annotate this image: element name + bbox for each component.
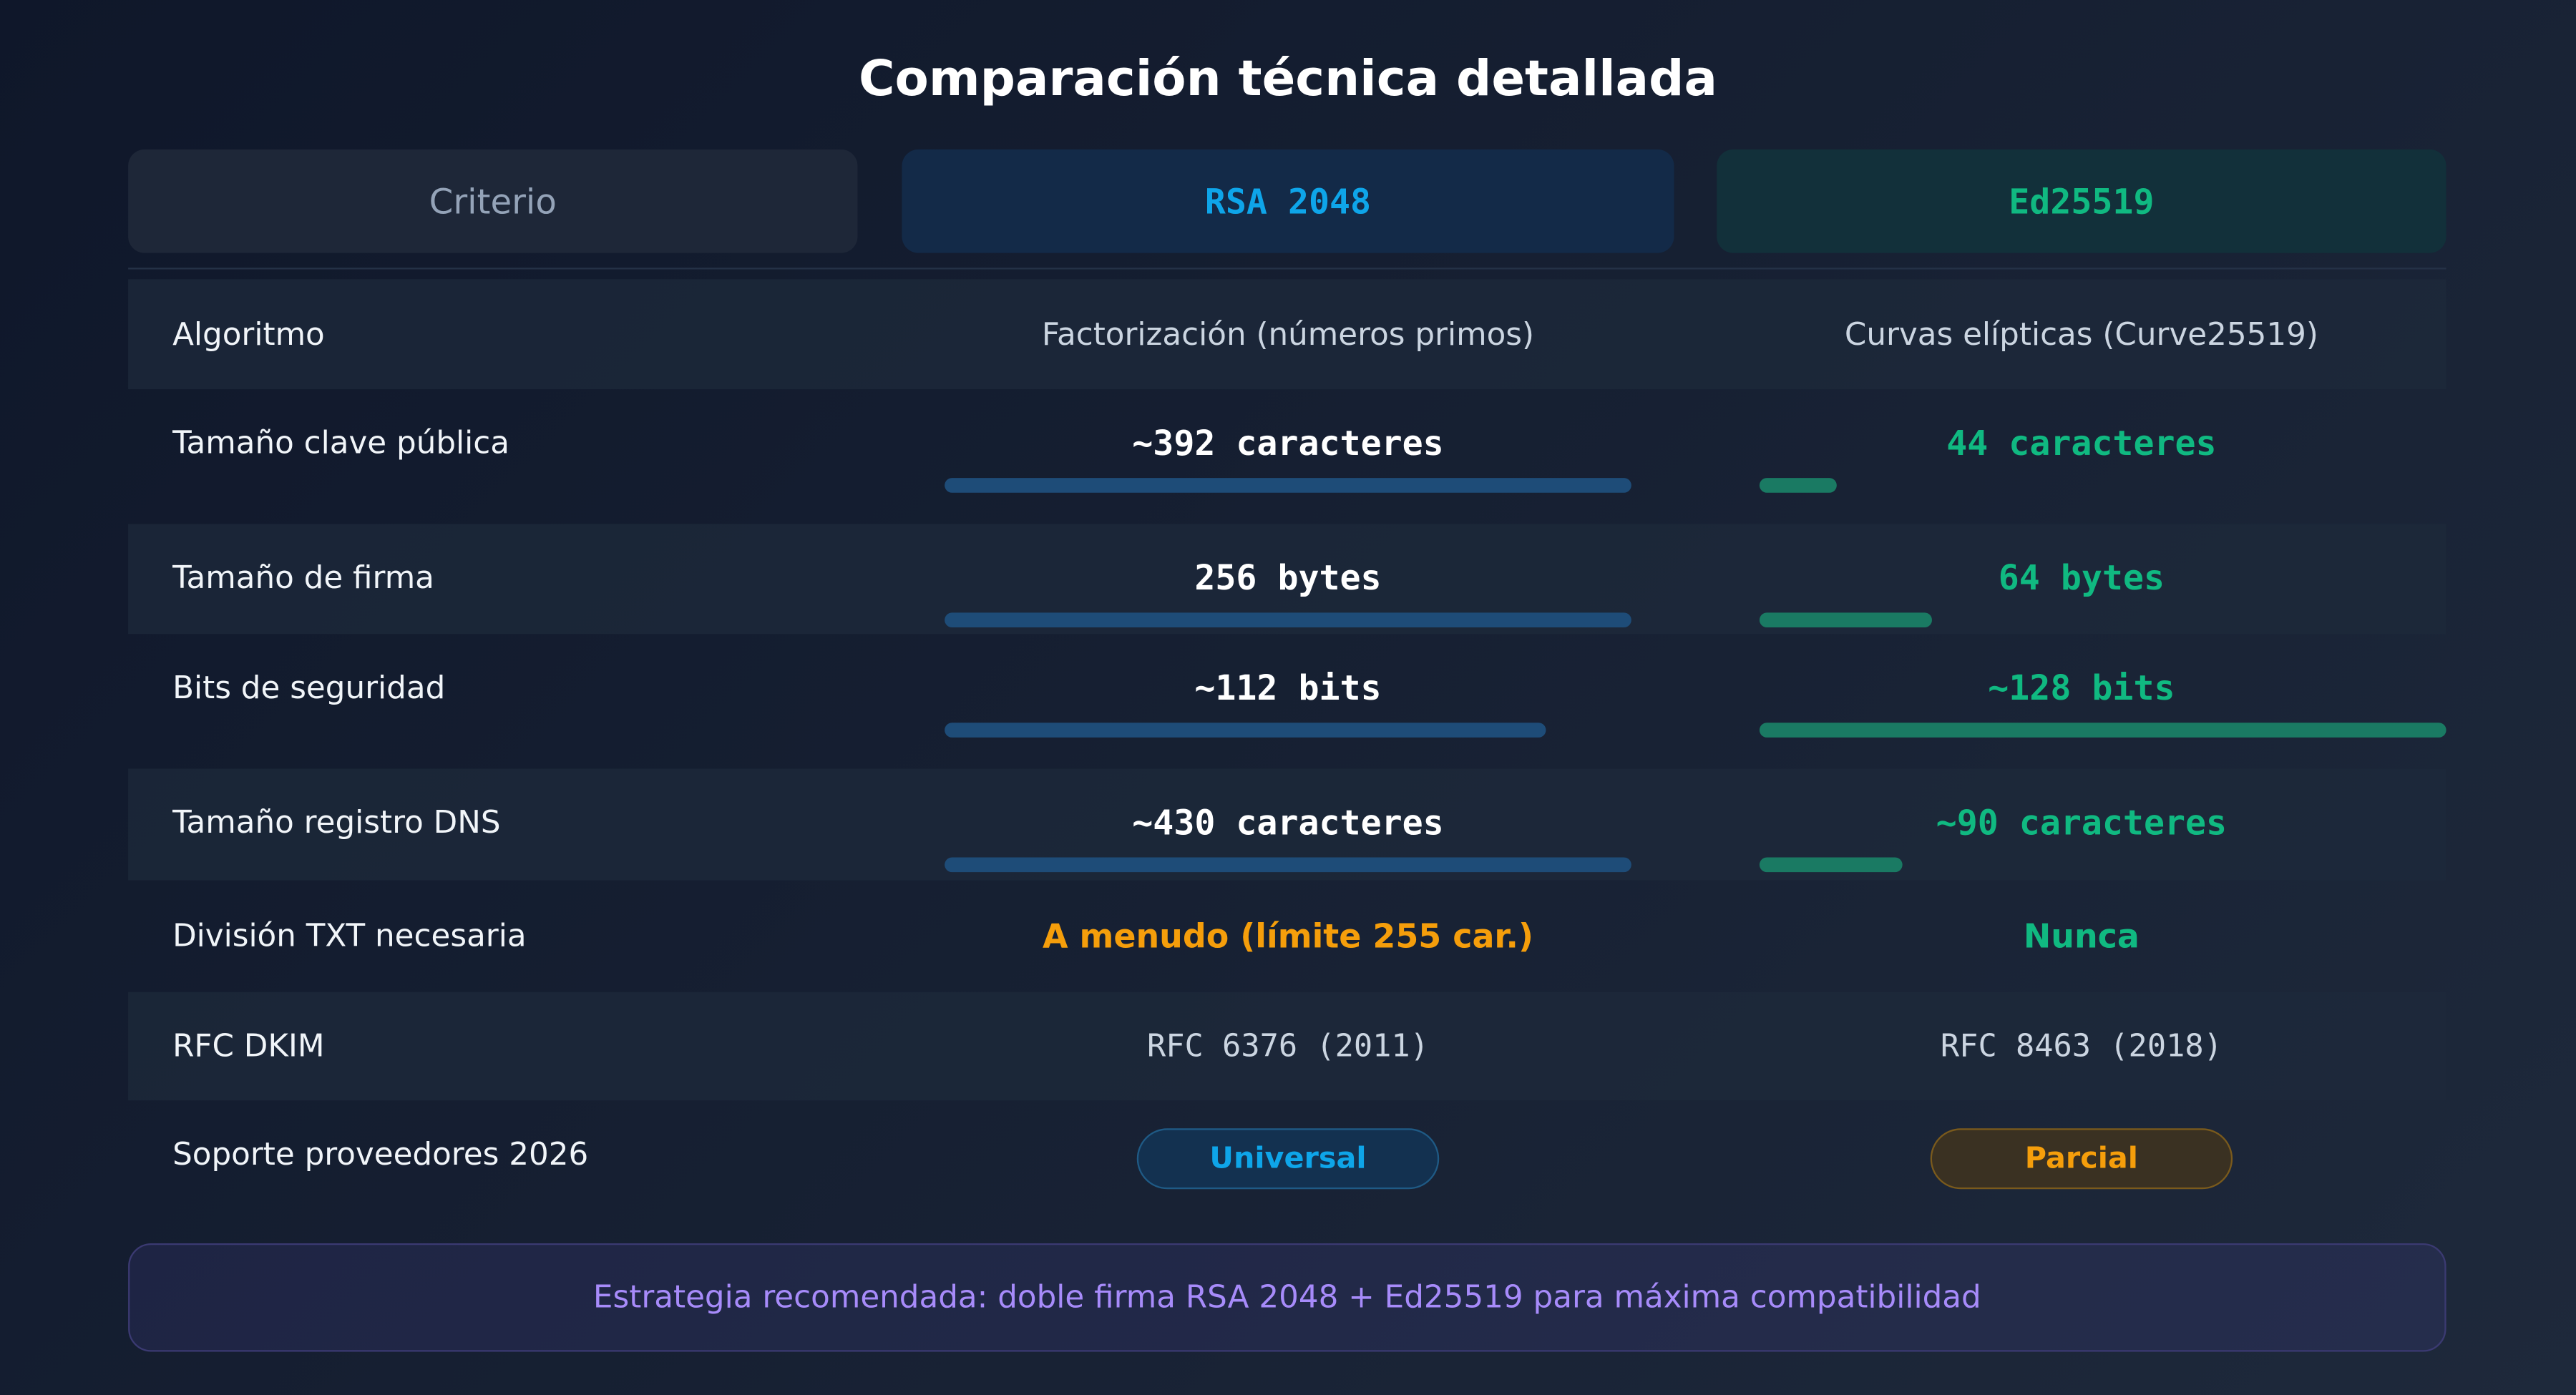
size-bar [945, 612, 1631, 628]
size-bar [1759, 612, 1931, 628]
row-bg [128, 279, 2446, 390]
cell-value: A menudo (límite 255 car.) [1042, 916, 1533, 956]
divider [128, 268, 2446, 270]
row-label: Tamaño de firma [172, 559, 434, 597]
row-label: Tamaño clave pública [172, 425, 510, 462]
cell-value: Nunca [2023, 916, 2140, 956]
cell-value: RFC 8463 (2018) [1940, 1028, 2223, 1064]
cell-value: ~430 caracteres [1132, 803, 1444, 843]
size-bar [945, 478, 1631, 493]
row-label: RFC DKIM [172, 1028, 325, 1064]
row-label: Soporte proveedores 2026 [172, 1136, 589, 1173]
title: Comparación técnica detallada [859, 50, 1717, 108]
header-cell: RSA 2048 [902, 149, 1674, 253]
cell-value: ~392 caracteres [1132, 424, 1444, 464]
row-label: División TXT necesaria [172, 918, 527, 954]
cell-value: ~128 bits [1988, 668, 2175, 708]
size-bar [945, 723, 1546, 738]
size-bar [1759, 478, 1837, 493]
cell-value: ~90 caracteres [1936, 803, 2228, 843]
cell-value: Curvas elípticas (Curve25519) [1844, 315, 2318, 353]
badge: Universal [1136, 1128, 1440, 1190]
header-cell: Criterio [128, 149, 858, 253]
footer-note: Estrategia recomendada: doble firma RSA … [128, 1243, 2446, 1352]
cell-value: RFC 6376 (2011) [1147, 1028, 1429, 1064]
size-bar [1759, 857, 1903, 873]
row-label: Algoritmo [172, 315, 325, 353]
cell-value: 256 bytes [1194, 558, 1382, 598]
cell-value: 64 bytes [1998, 558, 2165, 598]
row-label: Tamaño registro DNS [172, 804, 501, 841]
badge: Parcial [1930, 1128, 2233, 1190]
size-bar [1759, 723, 2446, 738]
row-label: Bits de seguridad [172, 670, 446, 707]
size-bar [945, 857, 1631, 873]
cell-value: 44 caracteres [1946, 424, 2217, 464]
cell-value: Factorización (números primos) [1041, 315, 1535, 353]
row-bg [128, 992, 2446, 1101]
cell-value: ~112 bits [1194, 668, 1382, 708]
header-cell: Ed25519 [1717, 149, 2446, 253]
